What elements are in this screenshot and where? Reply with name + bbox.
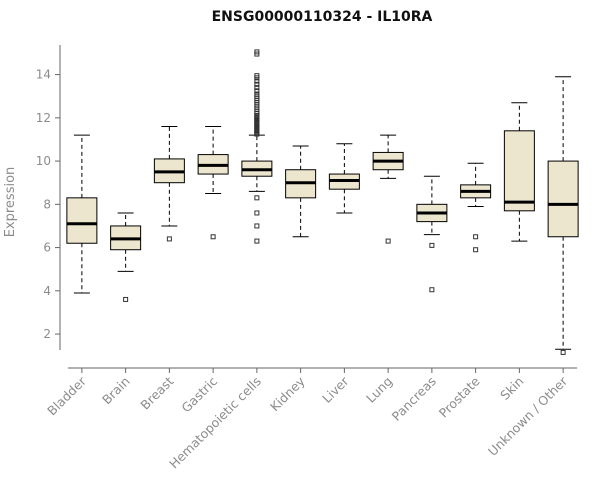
- box-unknown-other: [547, 76, 579, 355]
- x-category-label: Gastric: [178, 373, 220, 415]
- y-tick-label: 4: [43, 284, 51, 298]
- x-category-label: Lung: [363, 374, 395, 406]
- x-category-label: Brain: [99, 374, 133, 408]
- outlier-point: [123, 296, 129, 302]
- y-tick-label: 2: [43, 327, 51, 341]
- box-pancreas: [416, 175, 448, 293]
- outlier-point: [254, 238, 260, 244]
- chart-title: ENSG00000110324 - IL10RA: [212, 9, 433, 25]
- outlier-point: [473, 234, 479, 240]
- outlier-point: [254, 49, 260, 55]
- box-bladder: [66, 134, 98, 294]
- outlier-point: [473, 247, 479, 253]
- box-hematopoietic-cells: [241, 49, 273, 244]
- y-tick-label: 12: [36, 111, 51, 125]
- x-category-label: Prostate: [436, 373, 483, 420]
- outlier-point: [254, 78, 260, 84]
- x-category-label: Breast: [137, 373, 176, 412]
- outlier-point: [254, 210, 260, 216]
- x-category-label: Pancreas: [389, 374, 439, 424]
- x-category-label: Kidney: [267, 373, 308, 414]
- outlier-point: [254, 195, 260, 201]
- outlier-point: [254, 223, 260, 229]
- plot-area: [66, 49, 579, 355]
- outlier-point: [560, 349, 566, 355]
- y-tick-label: 14: [36, 68, 51, 82]
- y-tick-label: 8: [43, 197, 51, 211]
- box-brain: [110, 212, 142, 302]
- box-liver: [328, 143, 360, 214]
- iqr-box: [66, 197, 98, 244]
- box-kidney: [285, 145, 317, 238]
- outlier-point: [254, 88, 260, 94]
- outlier-point: [254, 85, 260, 91]
- outlier-point: [254, 73, 260, 79]
- x-category-label: Bladder: [44, 373, 89, 418]
- outlier-point: [254, 81, 260, 87]
- box-breast: [153, 125, 185, 242]
- iqr-box: [547, 160, 579, 238]
- outlier-point: [385, 238, 391, 244]
- x-category-label: Unknown / Other: [485, 373, 571, 459]
- y-axis-label: Expression: [3, 167, 18, 238]
- box-gastric: [197, 125, 229, 240]
- x-category-label: Skin: [497, 374, 526, 403]
- y-tick-label: 6: [43, 241, 51, 255]
- outlier-point: [166, 236, 172, 242]
- x-category-label: Liver: [319, 373, 352, 406]
- outlier-point: [210, 234, 216, 240]
- y-tick-label: 10: [36, 154, 51, 168]
- iqr-box: [503, 130, 535, 212]
- outlier-point: [429, 287, 435, 293]
- box-skin: [503, 102, 535, 242]
- outlier-point: [254, 91, 260, 97]
- box-prostate: [460, 162, 492, 253]
- outlier-point: [429, 242, 435, 248]
- box-lung: [372, 134, 404, 244]
